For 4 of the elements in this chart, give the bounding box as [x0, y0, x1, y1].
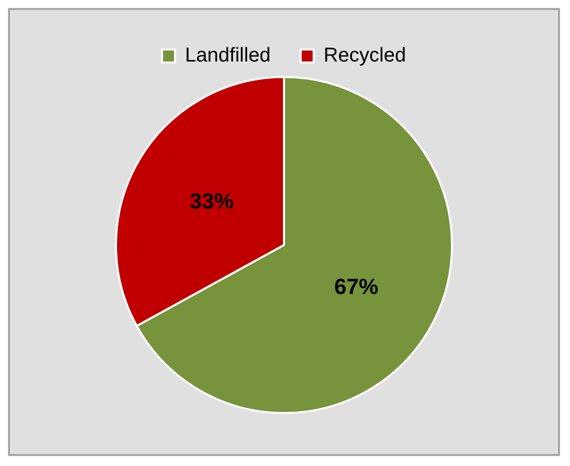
- data-label: 67%: [334, 274, 378, 299]
- legend-label: Recycled: [324, 44, 406, 67]
- legend-label: Landfilled: [185, 44, 271, 67]
- data-label: 33%: [190, 188, 234, 214]
